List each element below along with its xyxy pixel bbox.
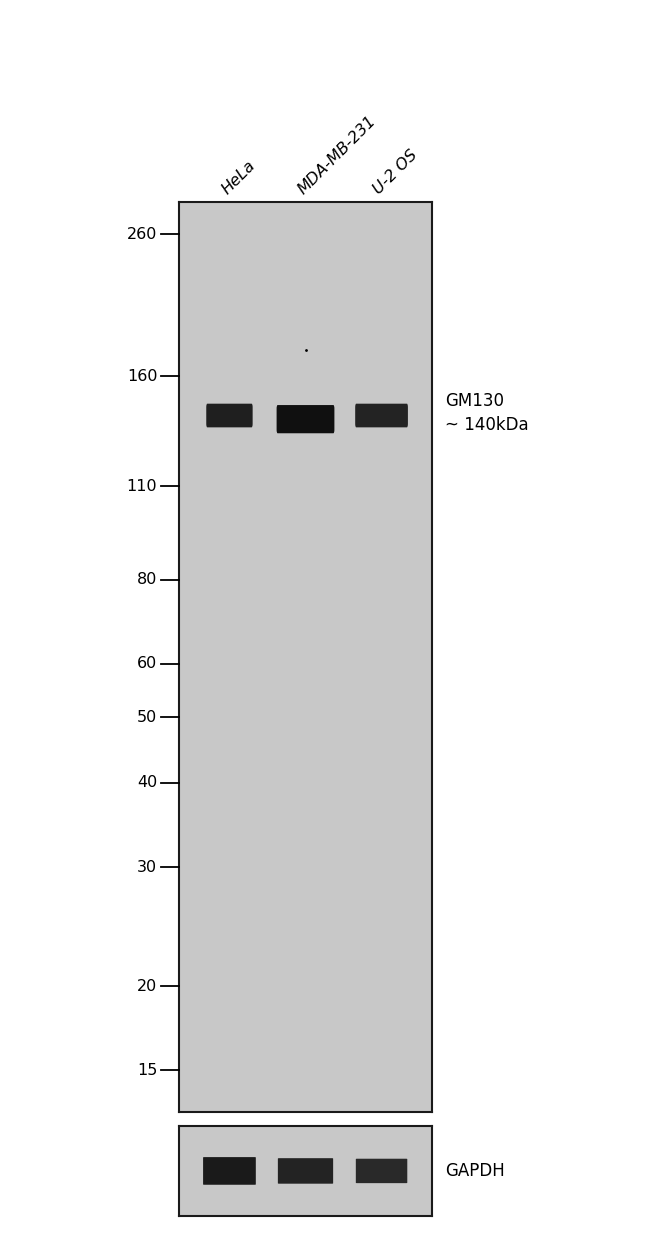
Text: 260: 260 — [127, 227, 157, 242]
Text: GAPDH: GAPDH — [445, 1162, 505, 1180]
Text: ~ 140kDa: ~ 140kDa — [445, 416, 529, 434]
Text: 15: 15 — [137, 1062, 157, 1077]
Text: 110: 110 — [127, 479, 157, 494]
Text: U-2 OS: U-2 OS — [371, 147, 421, 197]
Text: MDA-MB-231: MDA-MB-231 — [295, 113, 379, 197]
FancyBboxPatch shape — [203, 1157, 256, 1185]
FancyBboxPatch shape — [356, 1158, 408, 1183]
Text: 60: 60 — [137, 656, 157, 671]
Text: 40: 40 — [137, 776, 157, 791]
Text: HeLa: HeLa — [219, 158, 258, 197]
Text: GM130: GM130 — [445, 392, 504, 409]
FancyBboxPatch shape — [355, 404, 408, 428]
Text: 160: 160 — [127, 369, 157, 384]
Text: 30: 30 — [137, 859, 157, 874]
Text: 80: 80 — [137, 572, 157, 587]
Text: 50: 50 — [137, 710, 157, 725]
FancyBboxPatch shape — [278, 1158, 333, 1183]
FancyBboxPatch shape — [206, 404, 253, 428]
Text: 20: 20 — [137, 979, 157, 994]
FancyBboxPatch shape — [277, 405, 334, 433]
